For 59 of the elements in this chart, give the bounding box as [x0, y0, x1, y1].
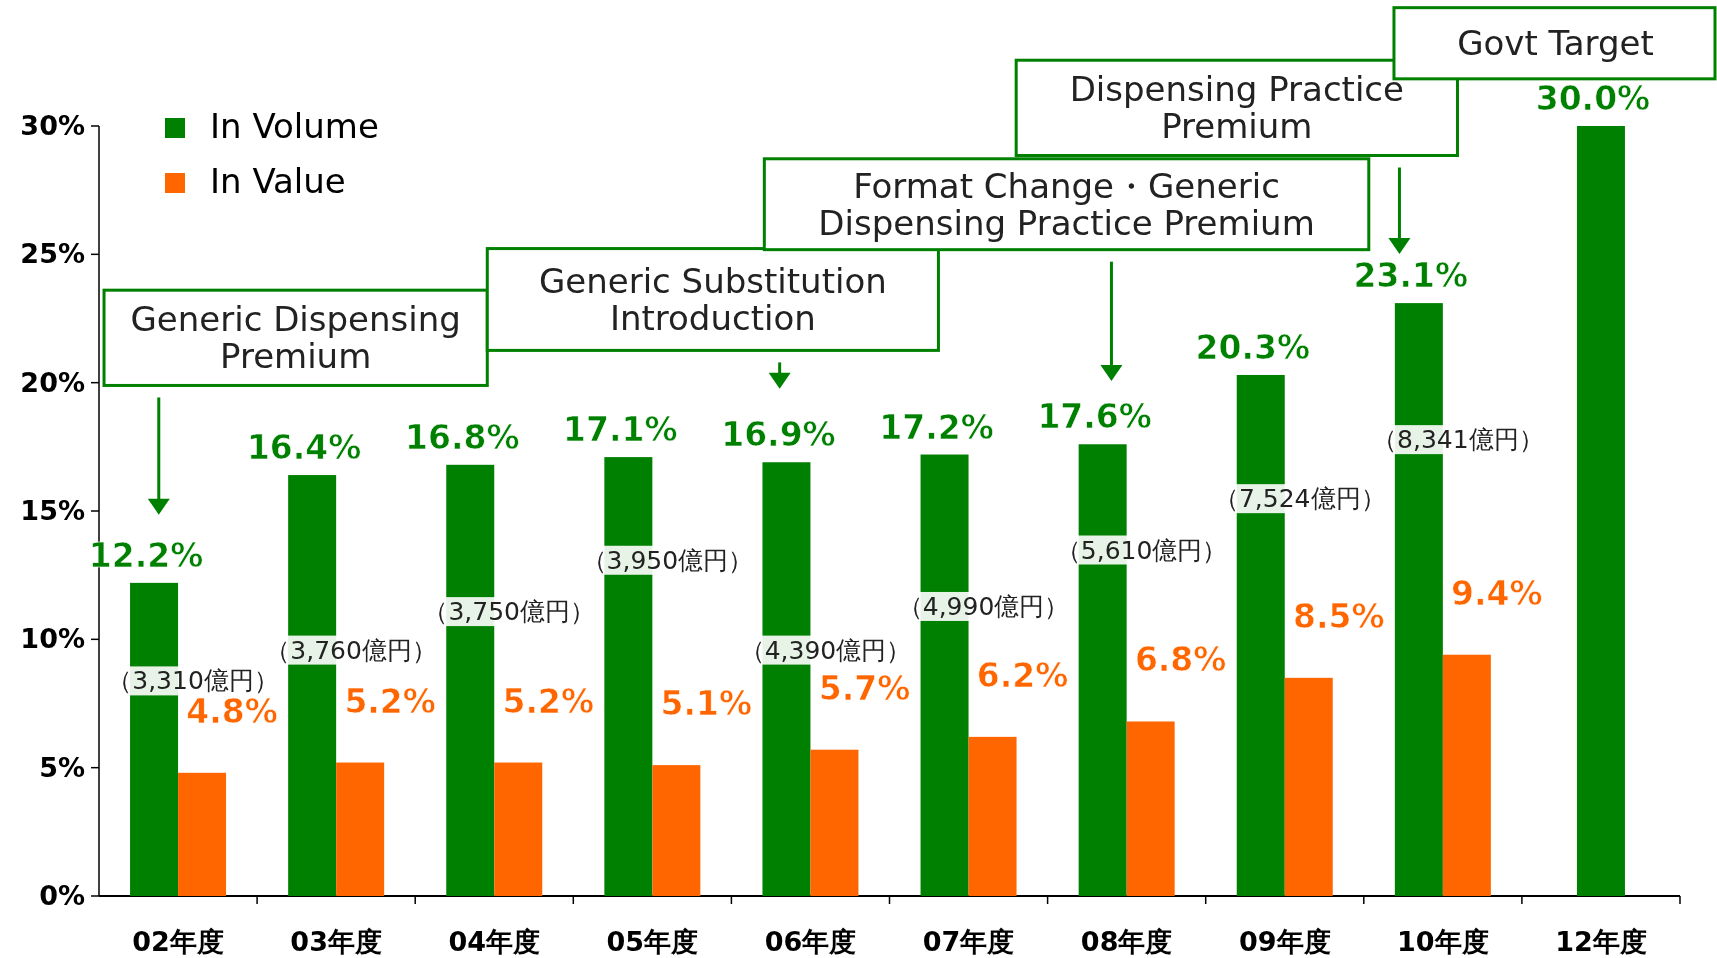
x-tick-label: 06年度: [764, 926, 857, 957]
data-label: 17.6%: [1037, 397, 1152, 437]
bar: [178, 772, 227, 896]
bar: [494, 762, 543, 896]
bar: [1442, 654, 1491, 896]
y-tick-label: 20%: [20, 366, 85, 398]
y-tick-label: 10%: [20, 623, 85, 655]
data-label: 6.2%: [976, 655, 1069, 695]
annotation: （3,760億円）: [265, 635, 437, 665]
data-label: 17.1%: [563, 410, 678, 450]
annotation: （3,310億円）: [107, 666, 279, 696]
annotation: （4,390億円）: [739, 635, 912, 665]
y-tick-label: 15%: [20, 495, 85, 526]
annotation: （3,950億円）: [581, 545, 754, 575]
data-label: 23.1%: [1353, 256, 1469, 296]
x-tick-label: 04年度: [448, 926, 541, 957]
x-tick-label: 02年度: [132, 926, 224, 957]
bar: [810, 749, 859, 896]
x-tick-label: 09年度: [1238, 926, 1331, 957]
legend-label: In Value: [210, 161, 346, 201]
bar: [968, 736, 1017, 896]
y-tick-label: 5%: [39, 751, 85, 783]
data-label: 16.8%: [405, 417, 520, 457]
x-tick-label: 03年度: [290, 926, 382, 957]
y-tick-label: 0%: [39, 880, 85, 911]
y-tick-label: 30%: [20, 110, 85, 141]
data-label: 16.9%: [721, 415, 836, 455]
text: Govt Target: [1457, 23, 1654, 64]
x-tick-label: 12年度: [1555, 926, 1647, 957]
data-label: 17.2%: [879, 407, 994, 447]
bar: [1126, 721, 1175, 896]
y-tick-label: 25%: [20, 238, 85, 270]
x-tick-label: 08年度: [1080, 926, 1173, 957]
x-tick-label: 05年度: [606, 926, 699, 957]
annotation: Dispensing Practice Premium: [1069, 69, 1404, 147]
data-label: 30.0%: [1535, 79, 1651, 118]
annotation: Generic Substitution Introduction: [538, 260, 887, 338]
x-tick-label: 07年度: [922, 926, 1015, 957]
data-label: 5.2%: [502, 681, 595, 721]
data-label: 9.4%: [1451, 573, 1543, 613]
annotation: Format Change・Generic Dispensing Practice Premium: [818, 165, 1315, 243]
data-label: 5.2%: [344, 681, 436, 721]
data-label: 8.5%: [1292, 596, 1385, 636]
bar: [652, 765, 701, 896]
data-label: 20.3%: [1195, 327, 1310, 367]
bar: [336, 762, 385, 896]
annotation: （3,750億円）: [423, 597, 596, 627]
annotation: （8,341億円）: [1372, 425, 1544, 455]
legend-label: In Volume: [210, 106, 379, 146]
x-tick-label: 10年度: [1397, 926, 1489, 957]
data-label: 16.4%: [246, 428, 362, 468]
data-label: 6.8%: [1134, 640, 1227, 680]
data-label: 5.1%: [660, 684, 753, 724]
data-label: 5.7%: [818, 668, 911, 708]
annotation: （5,610億円）: [1055, 535, 1228, 565]
bar: [1284, 677, 1333, 896]
annotation: （4,990億円）: [897, 591, 1070, 621]
annotation: Generic Dispensing Premium: [130, 299, 461, 377]
annotation: （7,524億円）: [1213, 484, 1386, 514]
